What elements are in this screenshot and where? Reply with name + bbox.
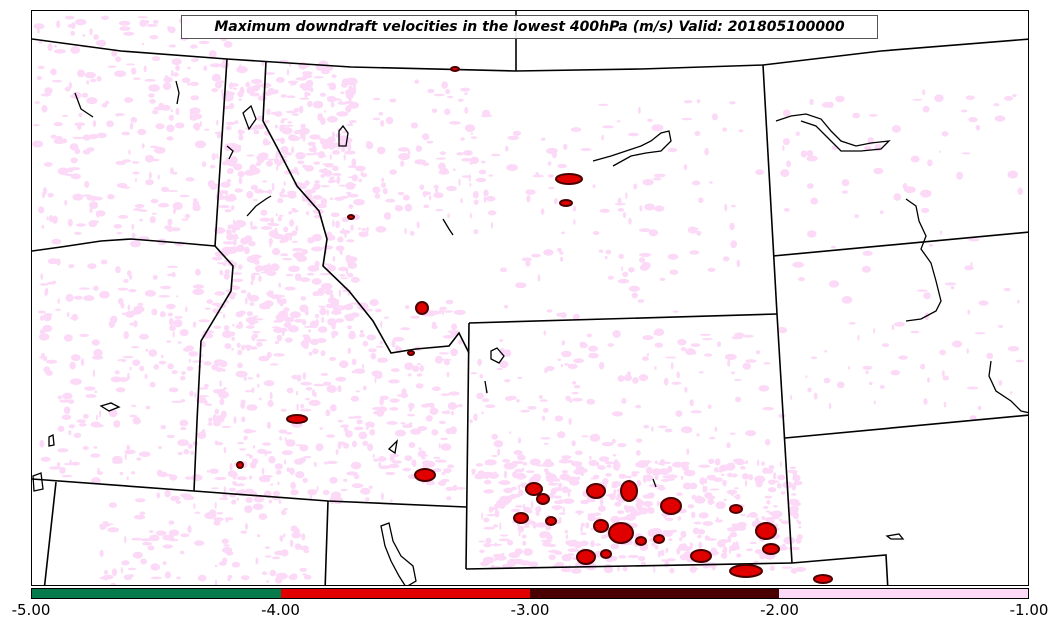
or-lake-2 (48, 433, 55, 447)
colorbar-tick-label: -1.00 (1009, 601, 1049, 619)
colorbar-tick-label: -2.00 (760, 601, 799, 619)
sd-ne-border (784, 414, 1028, 439)
colorbar-segment (281, 589, 530, 598)
wyoming-west-border (465, 322, 470, 570)
colorbar-tick-label: -4.00 (261, 601, 300, 619)
nd-sd-border (772, 231, 1028, 257)
idaho-lake-1 (242, 104, 257, 131)
missouri-river-ne (988, 360, 1028, 414)
wyoming-east-border (776, 313, 793, 564)
idaho-montana-border (262, 60, 470, 354)
wy-lake-1 (484, 380, 488, 394)
missouri-river-sd (905, 198, 942, 322)
great-salt-lake (380, 522, 417, 585)
nv-lake (32, 472, 44, 492)
map-canvas (32, 11, 1028, 585)
light-downdraft-field (32, 15, 1025, 585)
lake-pend-oreille (226, 145, 234, 160)
map-panel (31, 10, 1029, 586)
co-lake (885, 533, 905, 540)
nevada-oregon-border (32, 478, 195, 492)
state-borders (32, 11, 1028, 585)
strong-downdraft-cells (236, 66, 833, 584)
colorbar-tick-label: -5.00 (11, 601, 51, 619)
wa-lake (175, 80, 180, 105)
mt-lake (442, 218, 454, 236)
wy-lake-2 (387, 439, 398, 455)
coeur-dalene-lake (246, 195, 272, 217)
colorbar-tick-label: -3.00 (510, 601, 550, 619)
colorbar-segment (32, 589, 281, 598)
lake-fort-peck (592, 130, 672, 167)
canada-border (32, 38, 1028, 72)
columbia-river-upper (74, 92, 94, 118)
colorbar (31, 588, 1029, 599)
flathead-lake (338, 124, 349, 147)
lake-sakakawea (775, 113, 891, 152)
oregon-idaho-border (193, 245, 234, 492)
hydro-features (32, 80, 1028, 585)
map-title: Maximum downdraft velocities in the lowe… (181, 15, 878, 39)
wyoming-north-border (468, 313, 778, 324)
nevada-utah-border (324, 500, 329, 585)
washington-idaho-border (214, 58, 228, 247)
oregon-washington-border (32, 238, 216, 252)
wyoming-south-border (465, 562, 793, 570)
colorbar-segment (779, 589, 1028, 598)
wy-res (652, 478, 657, 488)
colorbar-segment (530, 589, 779, 598)
colorado-north-border (791, 554, 889, 585)
or-lake (99, 402, 121, 412)
nevada-west-border (43, 481, 57, 585)
yellowstone-lake (490, 347, 505, 364)
montana-dakota-border (762, 64, 778, 315)
